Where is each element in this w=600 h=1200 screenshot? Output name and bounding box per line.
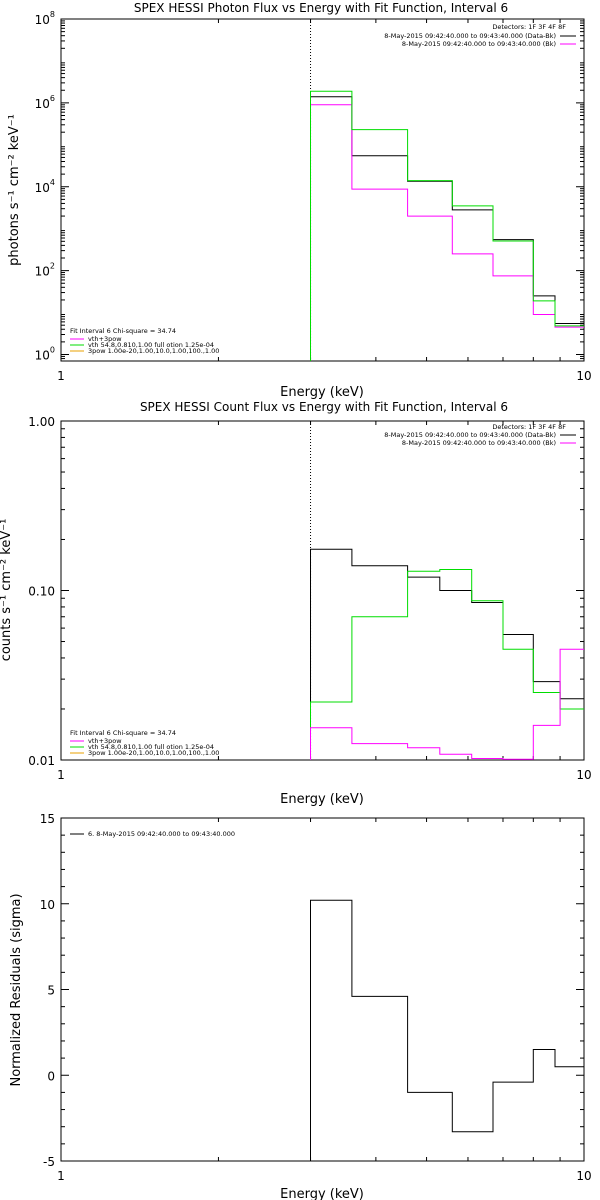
photon-legend-detectors: Detectors: 1F 3F 4F 8F xyxy=(492,23,566,31)
photon-series xyxy=(310,90,584,361)
residuals-x-tick-label: 10 xyxy=(576,1169,591,1183)
residuals-x-tick-label: 1 xyxy=(57,1169,65,1183)
residuals-y-tick-label: 15 xyxy=(40,812,55,826)
count-y-tick-label: 1.00 xyxy=(28,415,55,429)
residuals-y-tick-label: -5 xyxy=(43,1155,55,1169)
photon-y-tick-exp: 8 xyxy=(50,10,55,19)
residuals-y-tick-label: 10 xyxy=(40,898,55,912)
residuals-plot-frame xyxy=(60,817,585,1162)
count-axis-ticks: 1 10 0.01 0.10 1.00 xyxy=(28,415,591,782)
count-legend-top: Detectors: 1F 3F 4F 8F 8-May-2015 09:42:… xyxy=(384,423,576,447)
residuals-panel: Energy (keV) Normalized Residuals (sigma… xyxy=(9,812,592,1200)
count-y-tick-label: 0.10 xyxy=(28,585,55,599)
count-fit-header: Fit Interval 6 Chi-square = 34.74 xyxy=(70,729,176,737)
count-fit-3pow: 3pow 1.00e-20,1.00,10.0,1.00,100.,1.00 xyxy=(88,749,219,757)
photon-flux-panel: SPEX HESSI Photon Flux vs Energy with Fi… xyxy=(7,1,592,400)
photon-plot-frame xyxy=(60,18,585,362)
photon-legend-data-bk: 8-May-2015 09:42:40.000 to 09:43:40.000 … xyxy=(384,32,556,40)
photon-y-tick-label: 104 xyxy=(35,178,55,195)
count-x-axis-label: Energy (keV) xyxy=(280,792,364,807)
photon-x-tick-label: 1 xyxy=(57,369,65,383)
photon-x-tick-label: 10 xyxy=(576,369,591,383)
photon-y-tick-base: 10 xyxy=(35,181,50,195)
photon-y-tick-exp: 2 xyxy=(50,262,55,271)
residuals-series-0 xyxy=(310,899,584,1161)
photon-series-2-step-line xyxy=(310,90,584,361)
count-panel-title: SPEX HESSI Count Flux vs Energy with Fit… xyxy=(140,400,508,414)
count-flux-panel: SPEX HESSI Count Flux vs Energy with Fit… xyxy=(0,400,592,807)
count-x-tick-label: 1 xyxy=(57,768,65,782)
photon-legend-bk: 8-May-2015 09:42:40.000 to 09:43:40.000 … xyxy=(402,40,556,48)
photon-x-axis-label: Energy (keV) xyxy=(280,385,364,400)
photon-fit-vth3pow: vth+3pow xyxy=(88,335,122,343)
photon-panel-title: SPEX HESSI Photon Flux vs Energy with Fi… xyxy=(134,1,508,15)
photon-fit-vth: vth 54.8,0.810,1.00 full otion 1.25e-04 xyxy=(88,341,214,349)
photon-y-axis-label: photons s⁻¹ cm⁻² keV⁻¹ xyxy=(7,114,22,266)
count-x-tick-label: 10 xyxy=(576,768,591,782)
photon-fit-header: Fit Interval 6 Chi-square = 34.74 xyxy=(70,327,176,335)
photon-y-tick-base: 10 xyxy=(35,97,50,111)
residuals-y-tick-label: 5 xyxy=(47,984,55,998)
count-series-2 xyxy=(310,648,584,760)
residuals-series-0-step-line xyxy=(310,899,584,1161)
count-legend-data-bk: 8-May-2015 09:42:40.000 to 09:43:40.000 … xyxy=(384,431,556,439)
residuals-y-axis-label: Normalized Residuals (sigma) xyxy=(9,893,24,1086)
residuals-axis-ticks: 1 10 -5 0 5 10 15 xyxy=(40,812,592,1183)
photon-series-2 xyxy=(310,90,584,361)
residuals-legend-entry: 6. 8-May-2015 09:42:40.000 to 09:43:40.0… xyxy=(88,830,235,838)
photon-legend-bottom: Fit Interval 6 Chi-square = 34.74 vth+3p… xyxy=(70,327,219,355)
photon-y-tick-label: 102 xyxy=(35,262,55,279)
count-plot-frame xyxy=(60,420,585,761)
residuals-legend: 6. 8-May-2015 09:42:40.000 to 09:43:40.0… xyxy=(70,830,235,838)
photon-y-tick-label: 100 xyxy=(35,346,55,363)
photon-legend-top: Detectors: 1F 3F 4F 8F 8-May-2015 09:42:… xyxy=(384,23,576,48)
count-legend-bottom: Fit Interval 6 Chi-square = 34.74 vth+3p… xyxy=(70,729,219,757)
photon-y-tick-exp: 4 xyxy=(50,178,55,187)
photon-y-tick-exp: 6 xyxy=(50,94,55,103)
count-fit-vth: vth 54.8,0.810,1.00 full otion 1.25e-04 xyxy=(88,743,214,751)
count-series-2-step-line xyxy=(310,648,584,760)
count-series-1-step-line xyxy=(310,569,584,760)
count-series xyxy=(310,548,584,760)
count-legend-bk: 8-May-2015 09:42:40.000 to 09:43:40.000 … xyxy=(402,439,556,447)
count-fit-vth3pow: vth+3pow xyxy=(88,737,122,745)
photon-y-tick-base: 10 xyxy=(35,349,50,363)
photon-fit-3pow: 3pow 1.00e-20,1.00,10.0,1.00,100.,1.00 xyxy=(88,347,219,355)
count-legend-detectors: Detectors: 1F 3F 4F 8F xyxy=(492,423,566,431)
residuals-x-axis-label: Energy (keV) xyxy=(280,1187,364,1200)
count-series-1 xyxy=(310,569,584,760)
photon-y-tick-base: 10 xyxy=(35,265,50,279)
residuals-series xyxy=(310,899,584,1161)
photon-series-1-step-line xyxy=(310,104,584,361)
photon-series-1 xyxy=(310,104,584,361)
photon-y-tick-base: 10 xyxy=(35,13,50,27)
count-y-tick-label: 0.01 xyxy=(28,754,55,768)
count-y-axis-label: counts s⁻¹ cm⁻² keV⁻¹ xyxy=(0,519,14,662)
residuals-y-tick-label: 0 xyxy=(47,1069,55,1083)
photon-y-tick-exp: 0 xyxy=(50,346,55,355)
photon-y-tick-label: 108 xyxy=(35,10,55,27)
photon-y-tick-label: 106 xyxy=(35,94,55,111)
